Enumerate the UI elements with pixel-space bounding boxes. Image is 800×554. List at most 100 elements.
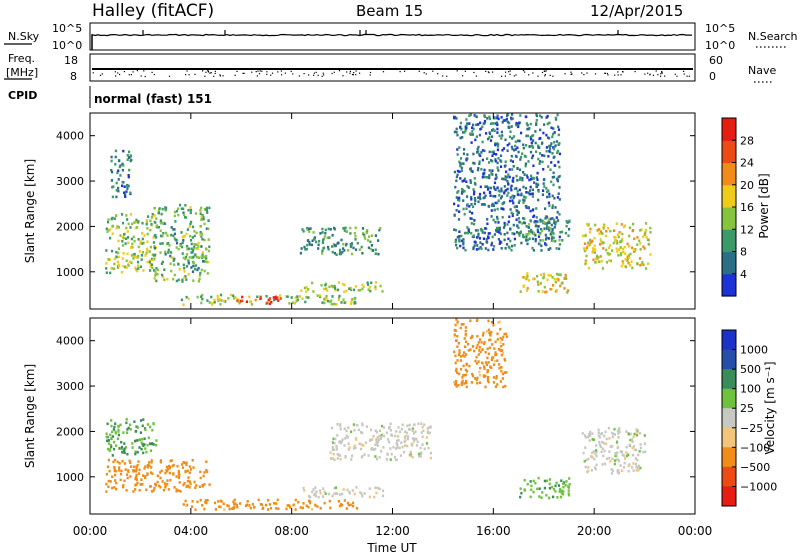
data-cell	[175, 475, 178, 478]
data-cell	[511, 160, 514, 163]
data-cell	[553, 278, 556, 281]
data-cell	[499, 327, 502, 331]
data-cell	[599, 230, 602, 233]
data-cell	[499, 380, 502, 383]
data-cell	[539, 282, 542, 285]
data-cell	[621, 247, 625, 251]
data-cell	[361, 287, 364, 291]
data-cell	[322, 495, 325, 498]
data-cell	[632, 453, 635, 457]
data-cell	[166, 467, 170, 471]
data-cell	[484, 194, 487, 198]
x-tick-label: 04:00	[174, 524, 209, 538]
data-cell	[366, 281, 369, 284]
data-cell	[367, 454, 370, 457]
nave-dot	[505, 71, 507, 73]
data-cell	[612, 241, 615, 245]
data-cell	[239, 299, 242, 303]
data-cell	[333, 441, 336, 445]
nave-dot	[657, 74, 659, 76]
data-cell	[137, 460, 140, 463]
data-cell	[508, 121, 511, 125]
data-cell	[332, 285, 335, 289]
data-cell	[368, 495, 371, 499]
data-cell	[498, 231, 501, 234]
data-cell	[149, 262, 152, 266]
data-cell	[554, 490, 557, 493]
nave-dot	[322, 72, 324, 74]
data-cell	[484, 247, 487, 250]
data-cell	[105, 472, 108, 476]
data-cell	[198, 485, 201, 488]
data-cell	[149, 425, 152, 429]
data-cell	[598, 440, 601, 444]
data-cell	[531, 231, 534, 234]
nave-dot	[270, 74, 272, 76]
data-cell	[112, 185, 115, 188]
data-cell	[471, 211, 474, 215]
data-cell	[543, 227, 546, 230]
data-cell	[153, 269, 156, 272]
data-cell	[205, 260, 208, 264]
data-cell	[493, 116, 496, 120]
data-cell	[473, 222, 476, 226]
data-cell	[469, 167, 472, 171]
data-cell	[289, 506, 292, 509]
data-cell	[618, 430, 621, 434]
velocity-ylabel: Slant Range [km]	[23, 364, 37, 468]
data-cell	[378, 228, 381, 232]
data-cell	[524, 164, 527, 168]
data-cell	[119, 174, 122, 177]
data-cell	[584, 259, 587, 263]
data-cell	[333, 486, 336, 490]
data-cell	[172, 463, 175, 467]
data-cell	[108, 469, 111, 473]
nave-dot	[236, 70, 238, 72]
nave-dot	[128, 74, 130, 76]
data-cell	[333, 448, 336, 451]
data-cell	[496, 332, 499, 336]
data-cell	[428, 431, 431, 435]
data-cell	[248, 504, 251, 507]
nave-dot	[661, 71, 663, 73]
data-cell	[333, 458, 336, 462]
data-cell	[559, 284, 562, 288]
data-cell	[505, 335, 509, 338]
data-cell	[460, 382, 463, 386]
data-cell	[455, 379, 458, 383]
data-cell	[546, 190, 549, 194]
nave-dot	[508, 71, 510, 73]
nave-dot	[528, 74, 530, 76]
data-cell	[591, 432, 594, 435]
data-cell	[319, 489, 322, 492]
data-cell	[555, 140, 559, 143]
data-patch	[299, 226, 382, 256]
data-cell	[142, 241, 145, 245]
data-cell	[461, 179, 464, 183]
data-cell	[312, 290, 315, 293]
time-axis: 00:00 04:00 08:00 12:00 16:00 20:00 00:00	[73, 524, 713, 538]
data-cell	[584, 262, 587, 266]
data-cell	[172, 228, 175, 231]
data-cell	[484, 361, 488, 364]
data-cell	[619, 450, 622, 453]
data-cell	[227, 297, 230, 300]
data-cell	[476, 229, 479, 232]
data-cell	[555, 220, 558, 224]
data-cell	[414, 430, 417, 433]
data-cell	[516, 213, 519, 216]
data-cell	[141, 251, 144, 254]
data-cell	[411, 437, 414, 440]
data-cell	[352, 447, 355, 450]
data-cell	[314, 486, 317, 489]
nave-dot	[418, 70, 420, 72]
data-cell	[479, 338, 482, 341]
data-cell	[371, 249, 374, 252]
data-cell	[535, 176, 538, 179]
data-cell	[620, 264, 623, 268]
data-cell	[455, 339, 458, 342]
data-cell	[532, 277, 535, 281]
data-cell	[469, 336, 472, 340]
nave-dot	[686, 75, 688, 77]
